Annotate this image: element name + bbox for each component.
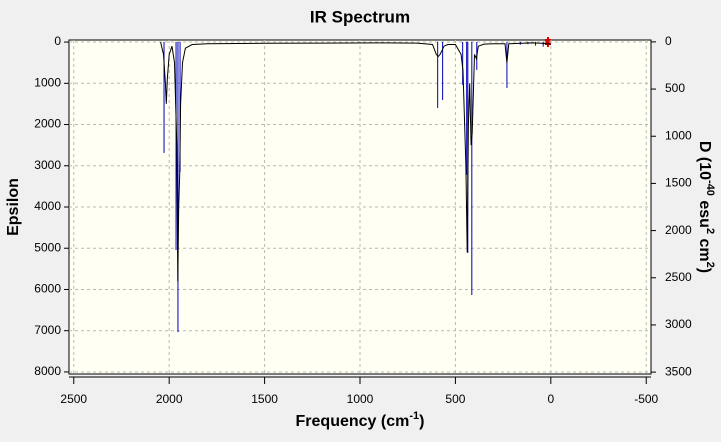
label-part: ) [696,268,713,273]
y-tick-label: 6000 [34,282,61,296]
superscript: -40 [704,180,716,196]
y-tick-label: 3000 [34,158,61,172]
y-tick-label: 1000 [34,75,61,89]
y-tick-label: 7000 [34,323,61,337]
y2-tick-label: 2500 [665,270,692,284]
spectrum-line [160,41,551,282]
y2-tick-label: 1500 [665,176,692,190]
y2-tick-label: 3500 [665,364,692,378]
y-axis-label: Epsilon [5,178,22,236]
chart-title: IR Spectrum [310,7,410,26]
label-part: D (10 [696,141,713,180]
label-part: esu [696,196,713,228]
y-tick-label: 2000 [34,117,61,131]
y-tick-label: 8000 [34,364,61,378]
x-tick-label: 2000 [156,392,183,406]
superscript: 2 [704,262,716,268]
y-tick-label: 5000 [34,240,61,254]
y-tick-label: 4000 [34,199,61,213]
label-part: ) [419,413,424,430]
label-part: Frequency (cm [296,413,410,430]
y2-tick-label: 3000 [665,317,692,331]
x-tick-label: 500 [445,392,465,406]
y2-tick-label: 2000 [665,223,692,237]
x-tick-label: -500 [634,392,658,406]
marker [545,37,551,47]
label-part: cm [696,234,713,262]
y2-tick-label: 500 [665,81,685,95]
y2-tick-label: 1000 [665,128,692,142]
x-tick-label: 1500 [251,392,278,406]
superscript: 2 [704,228,716,234]
x-axis-label: Frequency (cm-1) [296,410,425,430]
y2-axis-label: D (10-40 esu2 cm2) [696,141,716,273]
superscript: -1 [409,410,419,422]
x-tick-label: 2500 [60,392,87,406]
x-tick-label: 0 [547,392,554,406]
y-tick-label: 0 [54,34,61,48]
y2-tick-label: 0 [665,34,672,48]
x-tick-label: 1000 [347,392,374,406]
